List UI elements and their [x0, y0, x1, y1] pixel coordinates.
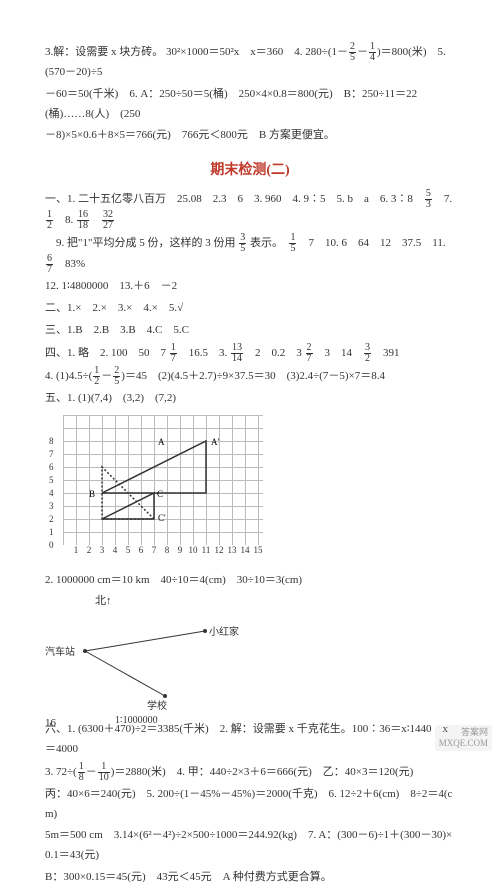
y8: 8 [49, 432, 54, 448]
sec4-line1: 四、1. 略 2. 100 50 7 17 16.5 3. 1314 2 0.2… [45, 343, 455, 364]
sec4-line2: 4. (1)4.5÷(12－25)＝45 (2)(4.5＋2.7)÷9×37.5… [45, 366, 455, 387]
x6: 6 [139, 542, 144, 558]
x8: 8 [165, 542, 170, 558]
label-A: A [158, 437, 165, 447]
label-C: C [157, 489, 163, 499]
x10: 10 [189, 542, 198, 558]
top-line-2: －60＝50(千米) 6. A：250÷50＝5(桶) 250×4×0.8＝80… [45, 85, 455, 125]
sec6-l5: B：300×0.15＝45(元) 43元＜45元 A 种付费方式更合算。 [45, 868, 455, 888]
x5: 5 [126, 542, 131, 558]
grid-shapes: A A' B C C' [63, 415, 263, 545]
after-grid: 2. 1000000 cm＝10 km 40÷10＝4(cm) 30÷10＝3(… [45, 571, 455, 591]
label-Ap: A' [211, 437, 219, 447]
coordinate-grid: A A' B C C' 0 1 2 3 4 5 6 7 8 1 2 3 4 5 … [45, 415, 265, 565]
x7: 7 [152, 542, 157, 558]
sec6-l3: 丙：40×6＝240(元) 5. 200÷(1－45%－45%)＝2000(千克… [45, 785, 455, 825]
section-title: 期末检测(二) [45, 158, 455, 183]
x9: 9 [178, 542, 183, 558]
sec3: 三、1.B 2.B 3.B 4.C 5.C [45, 321, 455, 341]
sec5: 五、1. (1)(7,4) (3,2) (7,2) [45, 389, 455, 409]
sec2: 二、1.× 2.× 3.× 4.× 5.√ [45, 299, 455, 319]
sec6-l1: 六、1. (6300＋470)÷2＝3385(千米) 2. 解：设需要 x 千克… [45, 720, 455, 760]
sec1-line1: 一、1. 二十五亿零八百万 25.08 2.3 6 3. 960 4. 9∶5 … [45, 189, 455, 231]
x14: 14 [241, 542, 250, 558]
watermark: 答案网 MXQE.COM [435, 725, 492, 751]
x12: 12 [215, 542, 224, 558]
x11: 11 [202, 542, 211, 558]
label-B: B [89, 489, 95, 499]
scale-label: 1∶1000000 [115, 712, 158, 730]
x15: 15 [254, 542, 263, 558]
north-label: 北↑ [95, 592, 455, 612]
sec1-line3: 12. 1∶4800000 13.＋6 －2 [45, 277, 455, 297]
sec6-l2: 3. 72÷(18－110)＝2880(米) 4. 甲：440÷2×3＋6＝66… [45, 762, 455, 783]
home-label: 小红家 [209, 624, 239, 642]
bus-station-label: 汽车站 [45, 644, 75, 662]
x2: 2 [87, 542, 92, 558]
x1: 1 [74, 542, 79, 558]
sec1-line2: 9. 把"1"平均分成 5 份，这样的 3 份用 35 表示。 15 7 10.… [45, 233, 455, 275]
map-diagram: 汽车站 小红家 学校 1∶1000000 [55, 616, 255, 716]
label-Cp: C' [158, 513, 166, 523]
x3: 3 [100, 542, 105, 558]
top-line-1: 3.解：设需要 x 块方砖。 30²×1000＝50²x x＝360 4. 28… [45, 42, 455, 83]
sec6-l4: 5m＝500 cm 3.14×(6²－4²)÷2×500÷1000＝244.92… [45, 826, 455, 866]
x4: 4 [113, 542, 118, 558]
top-line-3: －8)×5×0.6＋8×5＝766(元) 766元＜800元 B 方案更便宜。 [45, 126, 455, 146]
page-number: 16 [45, 714, 56, 734]
x13: 13 [228, 542, 237, 558]
